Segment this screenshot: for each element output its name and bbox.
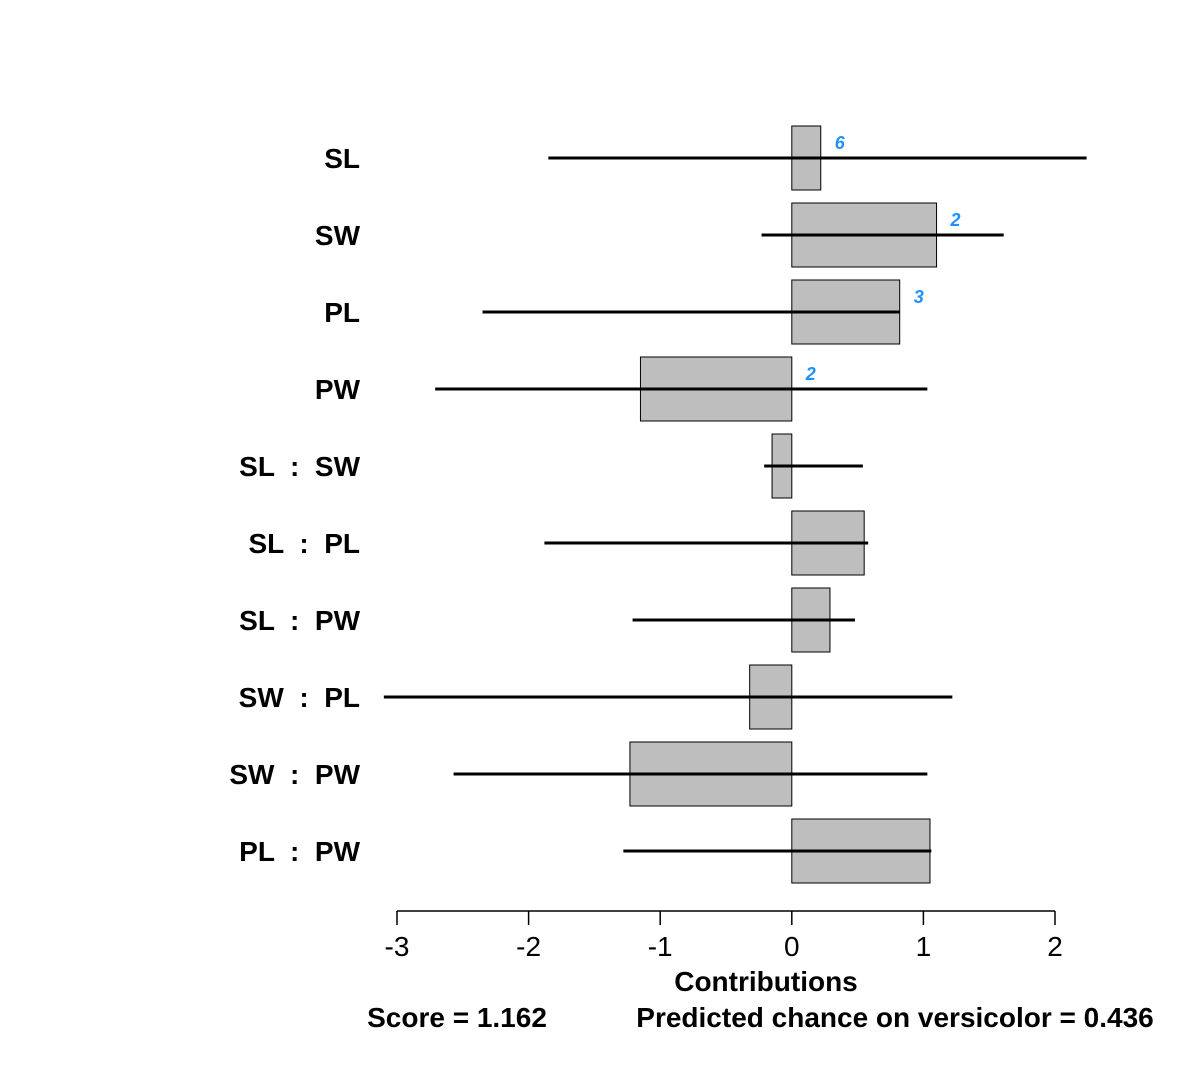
x-axis: -3 -2 -1 0 1 2 [385,910,1063,962]
x-tick-label: -3 [385,931,410,962]
chart-row: PW 2 [315,356,928,422]
chart-row: PL 3 [324,279,924,345]
level-annotation: 2 [950,210,961,230]
row-label: SL : SW [239,451,360,482]
level-annotation: 2 [805,364,816,384]
row-label: SL : PL [249,528,361,559]
chart-row: SL : PW [239,587,855,653]
row-label: SW : PW [229,759,360,790]
row-label: SL : PW [239,605,360,636]
x-tick-label: 1 [916,931,932,962]
row-label: SW : PL [239,682,360,713]
row-label: PL [324,297,360,328]
score-text: Score = 1.162 [367,1002,547,1033]
row-label: SW [315,220,361,251]
level-annotation: 6 [835,133,846,153]
x-tick-label: -1 [648,931,673,962]
chart-row: SL 6 [324,125,1087,191]
row-label: PW [315,374,361,405]
chart-row: SW : PL [239,664,953,730]
x-tick-label: 0 [784,931,800,962]
predicted-chance-text: Predicted chance on versicolor = 0.436 [636,1002,1153,1033]
level-annotation: 3 [914,287,924,307]
chart-row: PL : PW [239,818,932,884]
chart-row: SL : PL [249,510,869,576]
chart-row: SW 2 [315,202,1004,268]
x-axis-title: Contributions [674,966,858,997]
chart-row: SW : PW [229,741,928,807]
row-label: SL [324,143,360,174]
row-label: PL : PW [239,836,360,867]
x-tick-label: -2 [516,931,541,962]
x-tick-label: 2 [1047,931,1063,962]
chart-row: SL : SW [239,433,863,499]
